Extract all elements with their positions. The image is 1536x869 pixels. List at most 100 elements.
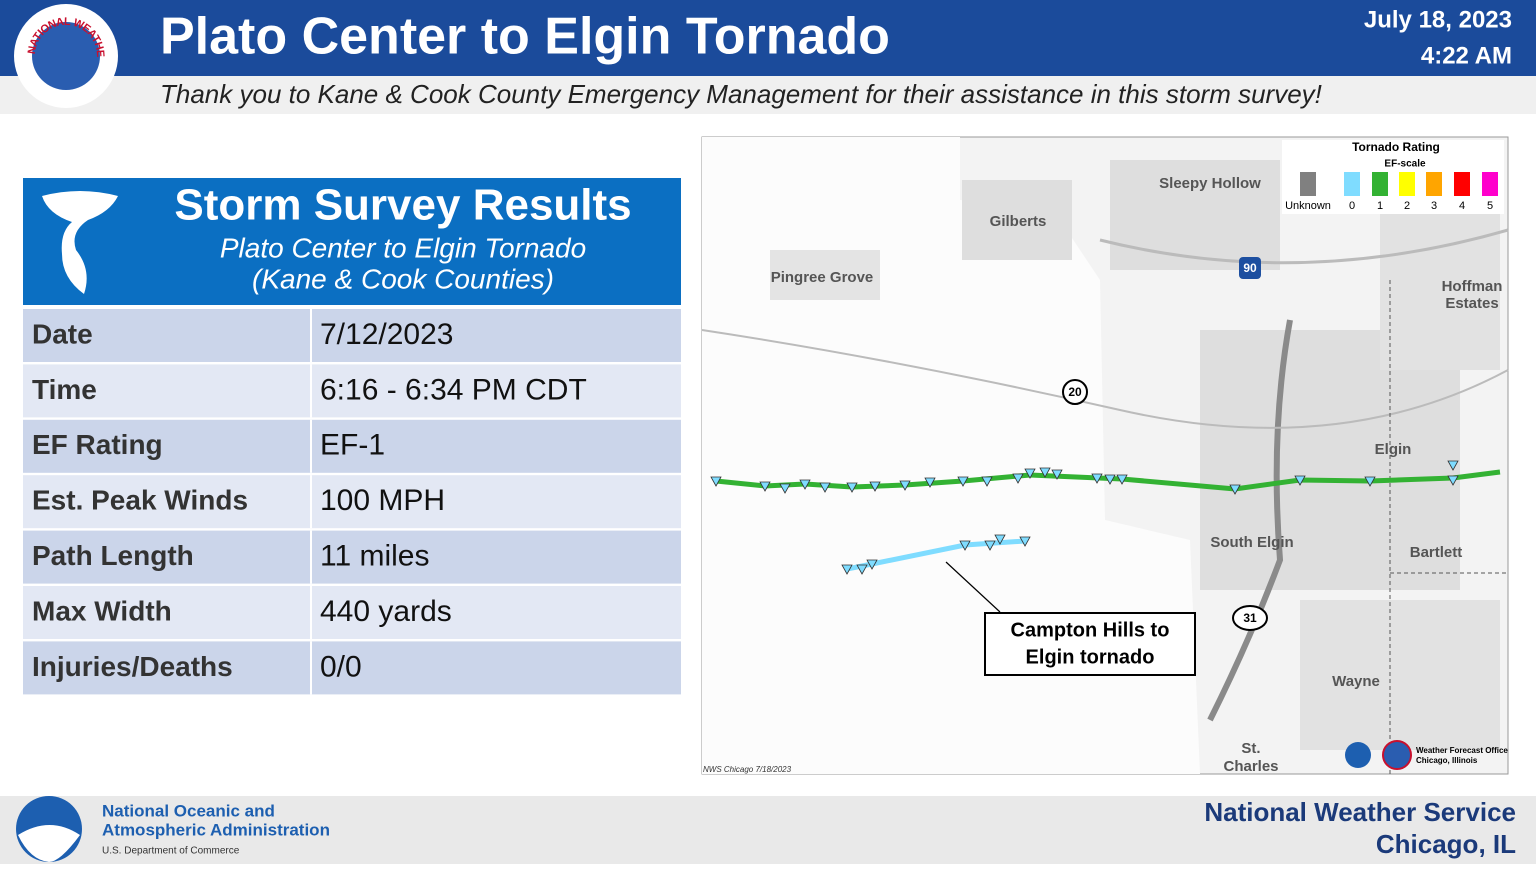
damage-point	[841, 564, 853, 575]
damage-point	[1447, 460, 1459, 471]
callout-box	[984, 612, 1196, 676]
damage-point	[1051, 469, 1063, 480]
noaa-logo-bird	[18, 825, 80, 862]
place-label: South Elgin	[1210, 534, 1293, 551]
row-value: 0/0	[320, 650, 362, 683]
summary-title: Storm Survey Results	[174, 181, 631, 230]
damage-point	[1116, 474, 1128, 485]
map-urban	[1380, 190, 1500, 370]
legend-swatch	[1300, 172, 1316, 196]
row-value: 440 yards	[320, 595, 452, 628]
map: Campton Hills to Elgin tornado Sleepy Ho…	[701, 136, 1509, 775]
legend-label: 4	[1459, 200, 1465, 212]
noaa-name: National Oceanic and	[102, 801, 275, 820]
damage-point	[924, 477, 936, 488]
damage-point	[819, 482, 831, 493]
road	[701, 329, 1509, 429]
place-labels: Sleepy Hollow Gilberts Pingree Grove Hoffma…	[771, 175, 1503, 775]
damage-point	[710, 476, 722, 487]
damage-point	[1012, 473, 1024, 484]
row-label: Est. Peak Winds	[32, 485, 248, 516]
map-urban	[1110, 160, 1280, 270]
wfo: Chicago, Illinois	[1416, 756, 1478, 765]
place-label: St.	[1241, 740, 1260, 757]
title: Plato Center to Elgin Tornado	[160, 8, 890, 66]
row-label: Injuries/Deaths	[32, 651, 233, 682]
damage-points	[710, 460, 1459, 575]
place-label: Charles	[1223, 758, 1278, 775]
legend-swatch	[1454, 172, 1470, 196]
table-row	[23, 530, 681, 584]
legend-swatch	[1372, 172, 1388, 196]
place-label: Wayne	[1332, 673, 1380, 690]
damage-point	[981, 476, 993, 487]
time: 4:22 AM	[1421, 42, 1512, 69]
map-urban	[1200, 330, 1460, 590]
damage-point	[1091, 473, 1103, 484]
logo-inner	[32, 22, 100, 90]
nws-small-logo	[1382, 740, 1412, 770]
footer-band	[0, 796, 1536, 864]
damage-point	[994, 534, 1006, 545]
damage-point	[1104, 474, 1116, 485]
summary-header	[23, 178, 681, 305]
row-value: 6:16 - 6:34 PM CDT	[320, 373, 587, 406]
table-row	[23, 419, 681, 473]
highway-label: 90	[1243, 261, 1257, 275]
legend-swatch	[1344, 172, 1360, 196]
summary-subtitle: Plato Center to Elgin Tornado	[220, 232, 586, 263]
legend-subtitle: EF-scale	[1384, 159, 1426, 170]
table-row	[23, 641, 681, 695]
damage-point	[846, 482, 858, 493]
row-value: 7/12/2023	[320, 318, 453, 351]
damage-point	[957, 476, 969, 487]
road	[1099, 228, 1509, 265]
callout: Elgin tornado	[1026, 646, 1155, 668]
map-urban	[962, 180, 1072, 260]
place-label: Elgin	[1375, 441, 1412, 458]
highway-shield	[1062, 379, 1088, 405]
place-label: Sleepy Hollow	[1159, 175, 1261, 192]
wfo: Weather Forecast Office	[1416, 746, 1508, 755]
damage-point	[856, 564, 868, 575]
header-band	[0, 0, 1536, 76]
tornado-icon	[42, 191, 118, 294]
row-value: EF-1	[320, 429, 385, 462]
table-row	[23, 475, 681, 529]
row-label: Max Width	[32, 595, 172, 626]
legend-label: 2	[1404, 200, 1410, 212]
damage-point	[866, 559, 878, 570]
damage-point	[899, 480, 911, 491]
highway-label: 31	[1243, 611, 1257, 625]
summary-table: Date 7/12/2023 Time 6:16 - 6:34 PM CDT EF Ra…	[23, 309, 681, 695]
damage-point	[799, 479, 811, 490]
row-value: 100 MPH	[320, 484, 445, 517]
damage-point	[984, 540, 996, 551]
highway-shield	[1239, 257, 1261, 279]
highway-shield	[1232, 605, 1268, 631]
river	[1207, 319, 1293, 722]
legend-label: 5	[1487, 200, 1493, 212]
legend-label: 1	[1377, 200, 1383, 212]
damage-point	[759, 481, 771, 492]
row-label: EF Rating	[32, 429, 163, 460]
noaa-name: Atmospheric Administration	[102, 820, 330, 839]
damage-point	[1229, 484, 1241, 495]
legend-label: Unknown	[1285, 200, 1331, 212]
row-label: Date	[32, 318, 93, 349]
legend-swatch	[1482, 172, 1498, 196]
summary-subtitle: (Kane & Cook Counties)	[252, 263, 554, 294]
row-label: Time	[32, 374, 97, 405]
legend-swatch	[1399, 172, 1415, 196]
noaa-dept: U.S. Department of Commerce	[102, 846, 240, 857]
damage-point	[1364, 476, 1376, 487]
callout: Campton Hills to	[1011, 619, 1170, 641]
place-label: Bartlett	[1410, 544, 1463, 561]
subtitle-band	[0, 76, 1536, 114]
damage-point	[1294, 475, 1306, 486]
place-label: Gilberts	[990, 213, 1047, 230]
row-value: 11 miles	[320, 540, 429, 573]
legend-title: Tornado Rating	[1352, 140, 1440, 154]
